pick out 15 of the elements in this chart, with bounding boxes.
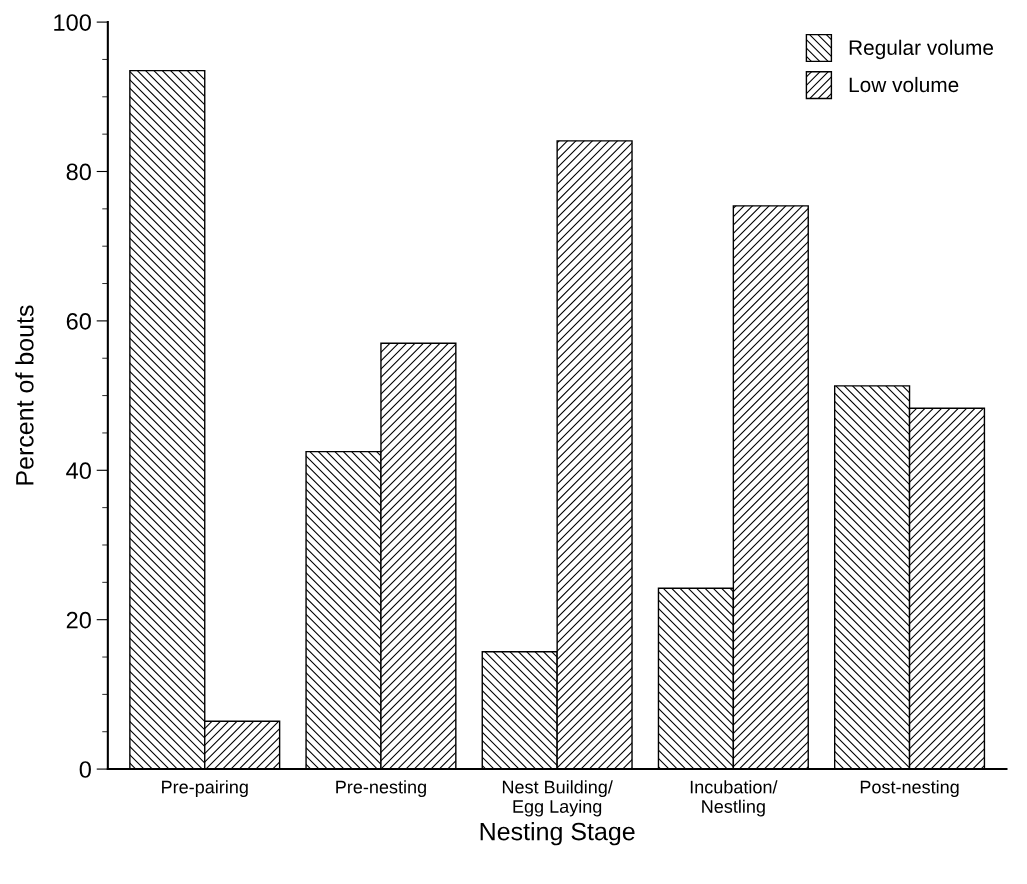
x-tick-label: Pre-nesting: [336, 780, 426, 798]
y-tick-label: 60: [66, 312, 91, 330]
x-tick-label: Pre-pairing: [162, 780, 248, 798]
x-tick-label: Post-nesting: [860, 780, 959, 798]
y-tick-label: 20: [66, 611, 91, 629]
y-tick-label: 0: [79, 761, 91, 778]
legend-label: Regular volume: [849, 39, 994, 60]
legend-label: Low volume: [849, 76, 959, 93]
x-axis-title: Nesting Stage: [480, 822, 635, 846]
y-tick-label: 80: [66, 163, 91, 181]
x-tick-label: Nest Building/ Egg Laying: [502, 780, 613, 817]
y-axis-title: Percent of bouts: [15, 305, 34, 485]
y-tick-label: 40: [66, 462, 91, 480]
y-tick-label: 100: [54, 14, 91, 31]
x-tick-label: Incubation/ Nestling: [690, 780, 778, 817]
